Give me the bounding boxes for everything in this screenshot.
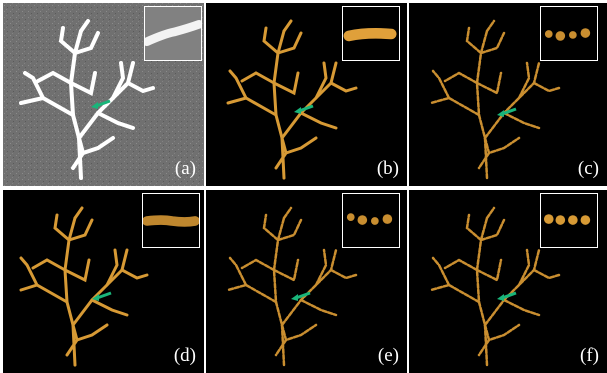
inset-closeup	[540, 193, 598, 248]
panel-label: (d)	[173, 345, 196, 366]
inset-closeup	[342, 6, 400, 61]
panel-d: (d)	[3, 190, 204, 373]
panel-label: (f)	[580, 345, 599, 366]
panel-c: (c)	[409, 3, 607, 186]
panel-label: (e)	[377, 345, 399, 366]
inset-closeup	[342, 193, 400, 248]
panel-f: (f)	[409, 190, 607, 373]
panel-label: (b)	[376, 158, 399, 179]
inset-closeup	[144, 6, 202, 61]
reconstructed-tree-image	[226, 19, 358, 180]
inset-closeup	[142, 193, 200, 248]
green-arrow-icon	[497, 107, 517, 117]
reconstructed-tree-image	[429, 206, 561, 367]
panel-label: (a)	[174, 158, 196, 179]
green-arrow-icon	[497, 291, 517, 301]
green-arrow-icon	[294, 104, 314, 114]
inset-closeup	[540, 6, 598, 61]
green-arrow-icon	[291, 291, 311, 301]
panel-b: (b)	[206, 3, 407, 186]
green-arrow-icon	[91, 99, 111, 109]
green-arrow-icon	[92, 291, 112, 301]
reconstructed-tree-image	[226, 206, 358, 367]
reconstructed-tree-image	[429, 19, 561, 180]
panel-e: (e)	[206, 190, 407, 373]
reconstructed-tree-image	[19, 206, 149, 367]
panel-a: (a)	[3, 3, 204, 186]
panel-label: (c)	[577, 158, 599, 179]
